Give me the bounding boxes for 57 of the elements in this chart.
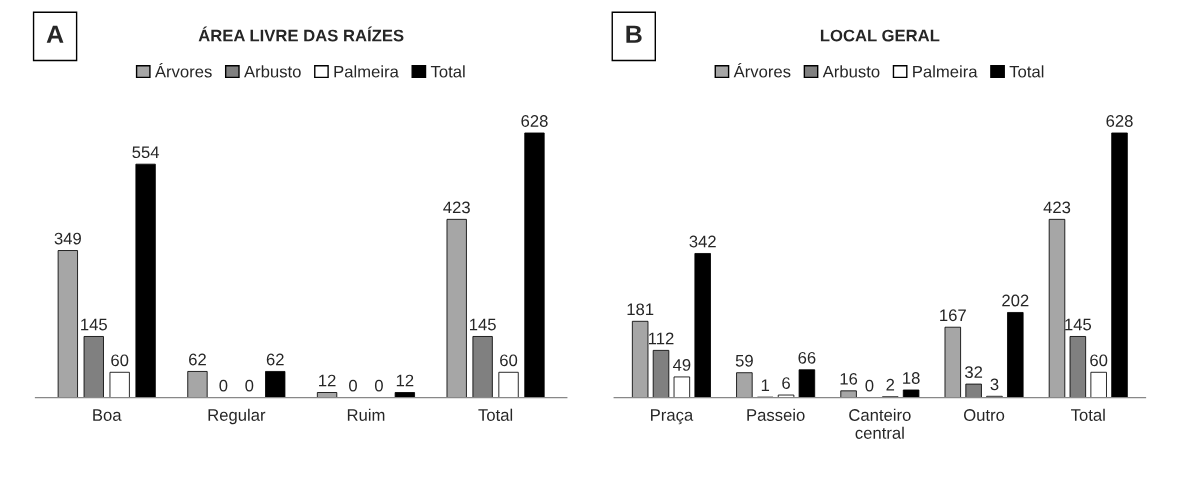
data-label: 62 bbox=[266, 353, 284, 366]
data-label: 0 bbox=[374, 379, 383, 392]
data-label: 628 bbox=[521, 115, 548, 127]
data-label: 62 bbox=[189, 353, 206, 366]
data-label: 423 bbox=[1043, 201, 1071, 214]
chart-title: LOCAL GERAL bbox=[820, 29, 940, 42]
data-label: 349 bbox=[54, 232, 81, 245]
data-label: 12 bbox=[319, 374, 336, 387]
x-tick-label: Outro bbox=[964, 409, 1005, 421]
data-label: 145 bbox=[469, 318, 496, 331]
x-tick-label: Total bbox=[1071, 408, 1105, 421]
text: B bbox=[626, 25, 642, 43]
x-tick-label: Ruim bbox=[347, 408, 385, 421]
data-label: 342 bbox=[689, 235, 716, 248]
data-label: 181 bbox=[627, 303, 654, 316]
data-label: 0 bbox=[219, 379, 228, 392]
data-label: 3 bbox=[990, 378, 999, 391]
data-label: 60 bbox=[500, 354, 518, 367]
text: A bbox=[46, 25, 64, 43]
data-label: 12 bbox=[396, 374, 414, 387]
legend-label: Arbusto bbox=[822, 65, 880, 78]
legend-label: Arbusto bbox=[244, 65, 301, 78]
x-tick-label: Passeio bbox=[747, 408, 805, 421]
chart-title: ÁREA LIVRE DAS RAÍZES bbox=[198, 26, 404, 42]
data-label: 66 bbox=[798, 351, 816, 364]
legend-label: Palmeira bbox=[913, 65, 978, 78]
x-tick-label: Regular bbox=[208, 408, 266, 425]
data-label: 6 bbox=[782, 377, 790, 389]
data-label: 18 bbox=[903, 372, 920, 384]
data-label: 145 bbox=[1065, 318, 1092, 331]
data-label: 60 bbox=[1090, 354, 1108, 367]
data-label: 60 bbox=[111, 354, 129, 367]
data-label: 628 bbox=[1106, 115, 1133, 127]
data-label: 1 bbox=[761, 379, 770, 391]
data-label: 423 bbox=[443, 201, 470, 214]
data-label: 32 bbox=[965, 366, 983, 379]
x-tick-label: Total bbox=[478, 408, 513, 421]
x-tick-label: Canteiro central bbox=[849, 408, 911, 439]
legend-label: Palmeira bbox=[334, 65, 399, 78]
legend-label: Total bbox=[1009, 65, 1044, 78]
data-label: 0 bbox=[245, 379, 254, 392]
legend-label: Árvores bbox=[733, 62, 791, 78]
data-label: 0 bbox=[349, 379, 357, 392]
data-label: 2 bbox=[886, 378, 895, 391]
data-label: 145 bbox=[81, 318, 107, 331]
data-label: 16 bbox=[840, 372, 858, 385]
data-label: 167 bbox=[940, 309, 966, 322]
x-tick-label: Praça bbox=[651, 409, 694, 425]
data-label: 112 bbox=[649, 332, 674, 345]
data-label: 554 bbox=[132, 146, 160, 159]
legend-label: Total bbox=[430, 65, 465, 78]
x-tick-label: Boa bbox=[93, 409, 122, 421]
data-label: 0 bbox=[865, 379, 874, 392]
legend-label: Árvores bbox=[154, 62, 212, 78]
data-label: 202 bbox=[1002, 294, 1029, 307]
data-label: 59 bbox=[735, 354, 753, 367]
data-label: 49 bbox=[672, 359, 691, 371]
